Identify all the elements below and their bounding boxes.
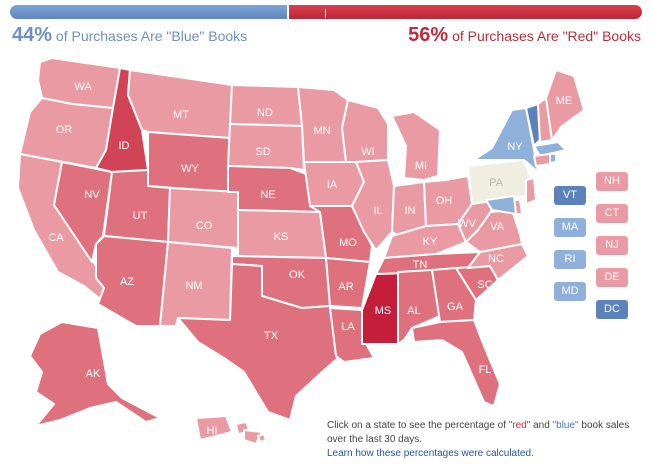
red-share-summary: 56% of Purchases Are "Red" Books: [408, 24, 641, 47]
state-mn[interactable]: [297, 86, 349, 163]
state-nj-map[interactable]: [525, 177, 537, 205]
state-ms[interactable]: [361, 271, 399, 345]
state-box-dc[interactable]: DC: [596, 300, 628, 319]
split-bar-gap: [287, 5, 289, 19]
state-nd[interactable]: [229, 84, 303, 127]
state-box-de[interactable]: DE: [596, 268, 628, 287]
state-ak[interactable]: [29, 321, 161, 427]
state-box-vt-label: VT: [562, 189, 578, 201]
state-box-ct-label: CT: [604, 207, 620, 219]
red-share-segment: [289, 5, 642, 19]
state-ks[interactable]: [237, 209, 327, 259]
state-box-de-label: DE: [604, 271, 620, 283]
state-tx[interactable]: [177, 263, 339, 421]
state-wi[interactable]: [341, 99, 389, 163]
state-box-ct[interactable]: CT: [596, 204, 628, 223]
hi-island-1[interactable]: [195, 415, 233, 441]
state-me[interactable]: [545, 69, 585, 141]
red-percent-caption: of Purchases Are "Red" Books: [452, 28, 641, 44]
state-ma-map[interactable]: [533, 141, 567, 157]
hi-island-4[interactable]: [257, 433, 267, 443]
state-box-nh-label: NH: [604, 175, 620, 187]
state-md-map[interactable]: [485, 195, 517, 215]
state-ct-map[interactable]: [533, 153, 551, 167]
blue-percent-caption: of Purchases Are "Blue" Books: [55, 28, 248, 44]
state-box-ri-label: RI: [564, 253, 576, 265]
note-text-before: Click on a state to see the percentage o…: [327, 420, 509, 431]
note-text-and: and: [530, 420, 553, 431]
state-il[interactable]: [351, 159, 395, 251]
state-sd[interactable]: [227, 123, 305, 171]
state-box-nh[interactable]: NH: [596, 172, 628, 191]
state-mi[interactable]: [391, 111, 441, 181]
note-text-after: book sales over the last 30 days.: [327, 420, 630, 445]
state-mt[interactable]: [127, 69, 233, 139]
state-box-md-label: MD: [561, 285, 579, 297]
blue-percent: 44%: [12, 24, 53, 46]
state-box-vt[interactable]: VT: [554, 186, 586, 205]
blue-red-split-bar: [10, 5, 642, 19]
blue-share-segment: [10, 5, 287, 19]
state-ar[interactable]: [325, 257, 371, 309]
red-percent: 56%: [408, 24, 449, 46]
blue-share-summary: 44% of Purchases Are "Blue" Books: [12, 24, 247, 47]
state-box-dc-label: DC: [604, 303, 620, 315]
hi-island-3[interactable]: [243, 429, 263, 445]
state-box-nj-label: NJ: [605, 239, 619, 251]
state-box-md[interactable]: MD: [554, 282, 586, 301]
state-box-ma-label: MA: [561, 221, 579, 233]
state-az[interactable]: [95, 235, 169, 327]
state-box-ri[interactable]: RI: [554, 250, 586, 269]
state-fl[interactable]: [411, 319, 501, 407]
note-red-word: "red": [508, 420, 531, 431]
state-wy[interactable]: [147, 131, 231, 193]
methodology-link[interactable]: Learn how these percentages were calcula…: [327, 448, 534, 459]
state-nm[interactable]: [159, 241, 233, 327]
state-ri-map[interactable]: [549, 153, 557, 164]
note-blue-word: "blue": [552, 420, 579, 431]
state-box-ma[interactable]: MA: [554, 218, 586, 237]
midpoint-tick: [325, 9, 326, 18]
instructions-note: Click on a state to see the percentage o…: [327, 419, 637, 461]
state-hi[interactable]: [195, 415, 267, 445]
state-co[interactable]: [167, 187, 239, 249]
state-box-nj[interactable]: NJ: [596, 236, 628, 255]
state-ga[interactable]: [431, 267, 477, 323]
